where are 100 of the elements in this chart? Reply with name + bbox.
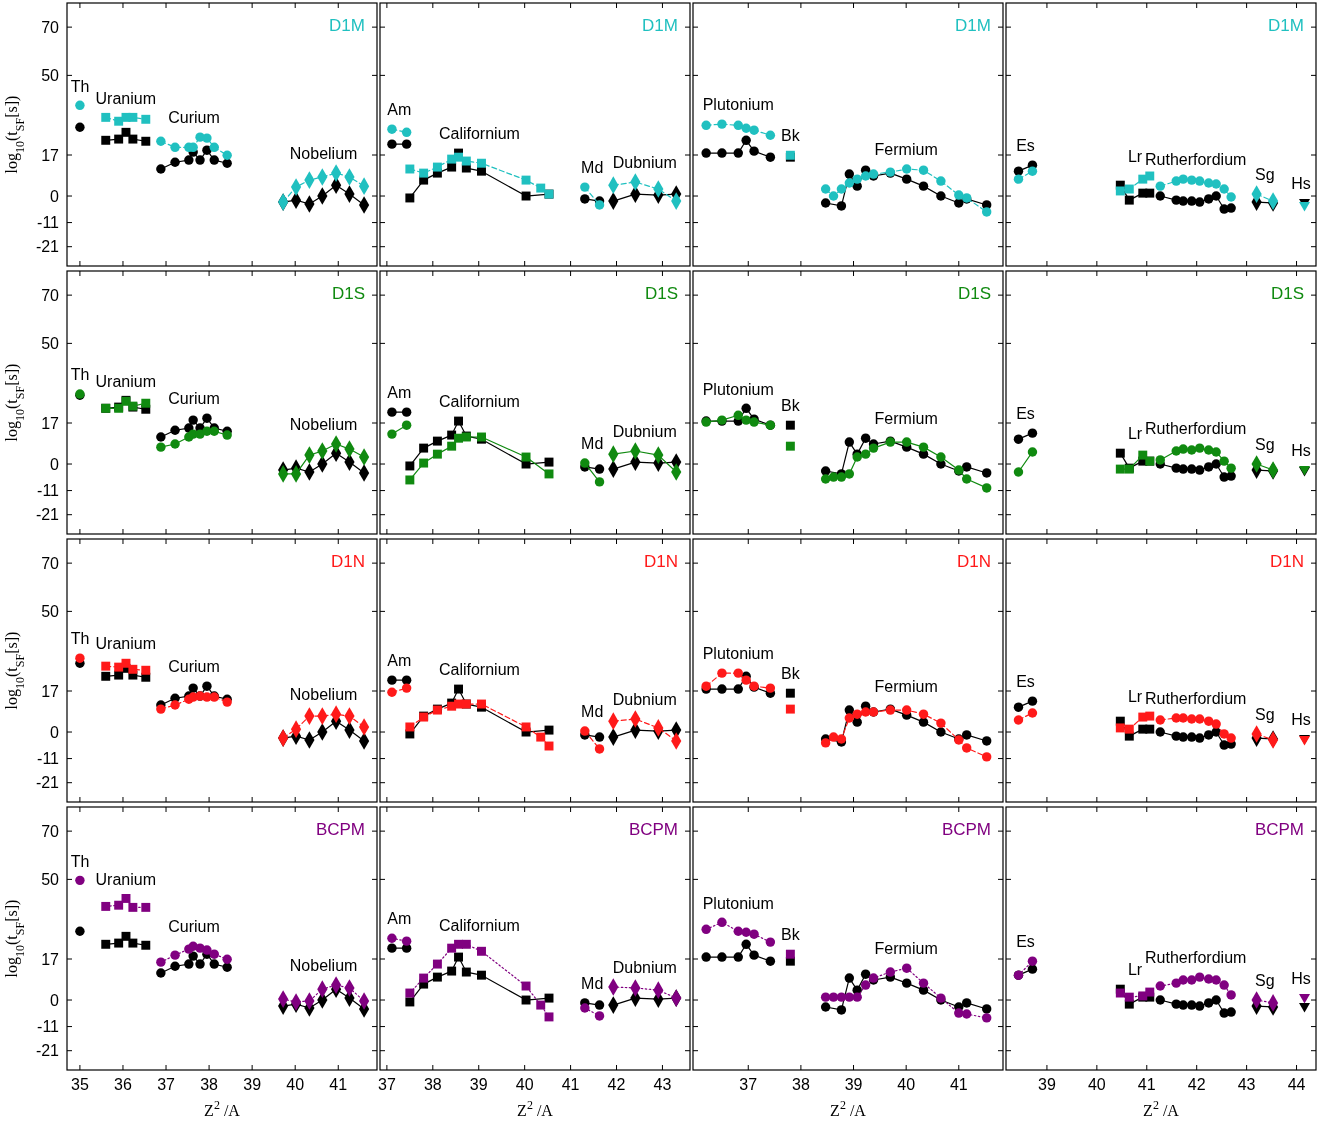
x-tick-label: 35	[71, 1076, 89, 1093]
annotation: Sg	[1255, 166, 1275, 184]
annotation: Curium	[168, 109, 220, 127]
x-tick-label: 44	[1287, 1076, 1306, 1093]
x-tick-label: 39	[844, 1076, 863, 1093]
annotation: Rutherfordium	[1145, 151, 1247, 169]
annotation: Californium	[438, 661, 520, 679]
annotation: Am	[387, 652, 412, 670]
annotation: Nobelium	[289, 145, 358, 163]
y-tick-label: 70	[41, 554, 60, 572]
y-tick-label: -21	[35, 1042, 60, 1060]
text: D1S	[331, 284, 365, 304]
annotation: Md	[581, 159, 604, 177]
x-tick-label: 41	[949, 1076, 968, 1093]
annotation: Th	[70, 77, 90, 95]
annotation: Nobelium	[289, 957, 358, 975]
annotation: Th	[70, 630, 90, 648]
y-tick-label: 0	[50, 187, 60, 205]
text: D1N	[330, 552, 365, 572]
annotation: Rutherfordium	[1145, 690, 1247, 708]
x-tick-label: 37	[377, 1076, 396, 1093]
x-tick-label: 41	[1137, 1076, 1156, 1093]
annotation: Es	[1016, 933, 1035, 951]
annotation: Es	[1016, 137, 1035, 155]
text: D1N	[956, 552, 991, 572]
x-axis-title: Z$^{2}$ /A	[517, 1098, 554, 1119]
y-tick-label: 0	[50, 455, 60, 473]
text: D1M	[642, 16, 678, 36]
annotation: Dubnium	[612, 154, 677, 172]
text: BCPM	[315, 820, 365, 840]
annotation: Dubnium	[612, 959, 677, 977]
x-tick-label: 40	[897, 1076, 916, 1093]
annotation: Bk	[781, 397, 801, 415]
annotation: Curium	[168, 390, 220, 408]
annotation: Es	[1016, 673, 1035, 691]
y-tick-label: 50	[41, 334, 60, 352]
annotation: Californium	[438, 916, 520, 934]
annotation: Hs	[1291, 970, 1311, 988]
annotation: Nobelium	[289, 686, 358, 704]
y-tick-label: -21	[35, 238, 60, 256]
x-tick-label: 37	[739, 1076, 758, 1093]
y-tick-label: 50	[41, 870, 60, 888]
text: D1M	[955, 16, 991, 36]
annotation: Es	[1016, 405, 1035, 423]
annotation: Lr	[1127, 688, 1143, 706]
text: BCPM	[941, 820, 991, 840]
y-tick-label: 50	[41, 66, 60, 84]
text: D1N	[1269, 552, 1304, 572]
annotation: Md	[581, 703, 604, 721]
annotation: Bk	[781, 127, 801, 145]
x-tick-label: 40	[1087, 1076, 1106, 1093]
annotation: Uranium	[95, 372, 157, 390]
annotation: Hs	[1291, 711, 1311, 729]
annotation: Californium	[438, 125, 520, 143]
annotation: Californium	[438, 393, 520, 411]
x-tick-label: 38	[792, 1076, 810, 1093]
x-tick-label: 43	[1237, 1076, 1256, 1093]
x-tick-label: 42	[607, 1076, 626, 1093]
x-tick-label: 38	[423, 1076, 442, 1093]
y-tick-label: 17	[41, 950, 60, 968]
annotation: Curium	[168, 658, 220, 676]
x-tick-label: 36	[114, 1076, 132, 1093]
text: D1N	[643, 552, 678, 572]
annotation: Plutonium	[702, 894, 774, 912]
annotation: Dubnium	[612, 691, 677, 709]
annotation: Plutonium	[702, 96, 774, 114]
x-tick-label: 41	[561, 1076, 580, 1093]
y-tick-label: 70	[41, 286, 60, 304]
x-tick-label: 41	[329, 1076, 348, 1093]
y-tick-label: 70	[41, 18, 60, 36]
y-tick-label: 70	[41, 822, 60, 840]
x-axis-title: Z$^{2}$ /A	[204, 1098, 241, 1119]
y-tick-label: -11	[37, 482, 60, 500]
x-tick-label: 39	[469, 1076, 488, 1093]
annotation: Hs	[1291, 175, 1311, 193]
x-tick-label: 43	[653, 1076, 672, 1093]
annotation: Md	[581, 435, 604, 453]
annotation: Nobelium	[289, 416, 358, 434]
x-tick-label: 39	[243, 1076, 262, 1093]
annotation: Fermium	[874, 940, 938, 958]
annotation: Plutonium	[702, 380, 774, 398]
annotation: Curium	[168, 918, 220, 936]
y-tick-label: 17	[41, 146, 60, 164]
annotation: Lr	[1127, 425, 1143, 443]
y-tick-label: -21	[35, 774, 60, 792]
annotation: Uranium	[95, 870, 157, 888]
y-tick-label: -21	[35, 506, 60, 524]
annotation: Uranium	[95, 635, 157, 653]
y-tick-label: 0	[50, 991, 60, 1009]
y-tick-label: -11	[37, 750, 60, 768]
annotation: Lr	[1127, 961, 1143, 979]
y-tick-label: 17	[41, 414, 60, 432]
text: D1M	[329, 16, 365, 36]
annotation: Uranium	[95, 89, 157, 107]
x-tick-label: 40	[515, 1076, 534, 1093]
text: D1S	[644, 284, 678, 304]
y-tick-label: 0	[50, 723, 60, 741]
text: BCPM	[1254, 820, 1304, 840]
y-tick-label: 17	[41, 682, 60, 700]
text: D1S	[1270, 284, 1304, 304]
